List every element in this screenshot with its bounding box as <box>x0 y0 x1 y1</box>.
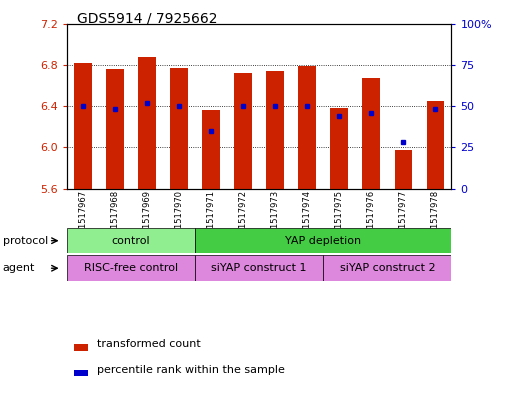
Text: transformed count: transformed count <box>97 340 201 349</box>
Text: siYAP construct 2: siYAP construct 2 <box>340 263 435 273</box>
Bar <box>195 255 323 281</box>
Text: control: control <box>111 236 150 246</box>
Text: siYAP construct 1: siYAP construct 1 <box>211 263 307 273</box>
Bar <box>234 73 252 189</box>
Bar <box>330 108 348 189</box>
Text: RISC-free control: RISC-free control <box>84 263 178 273</box>
Text: GDS5914 / 7925662: GDS5914 / 7925662 <box>77 12 218 26</box>
Text: protocol: protocol <box>3 236 48 246</box>
Bar <box>170 68 188 189</box>
Bar <box>74 63 91 189</box>
Text: percentile rank within the sample: percentile rank within the sample <box>97 365 285 375</box>
Bar <box>299 66 316 189</box>
Bar <box>202 110 220 189</box>
Bar <box>67 228 195 253</box>
Bar <box>74 344 88 351</box>
Bar <box>195 228 451 253</box>
Bar <box>394 151 412 189</box>
Text: agent: agent <box>3 263 35 273</box>
Bar <box>266 71 284 189</box>
Text: YAP depletion: YAP depletion <box>285 236 361 246</box>
Bar <box>74 370 88 376</box>
Bar <box>323 255 451 281</box>
Bar <box>138 57 155 189</box>
Bar <box>106 69 124 189</box>
Bar <box>363 78 380 189</box>
Bar <box>427 101 444 189</box>
Bar <box>67 255 195 281</box>
